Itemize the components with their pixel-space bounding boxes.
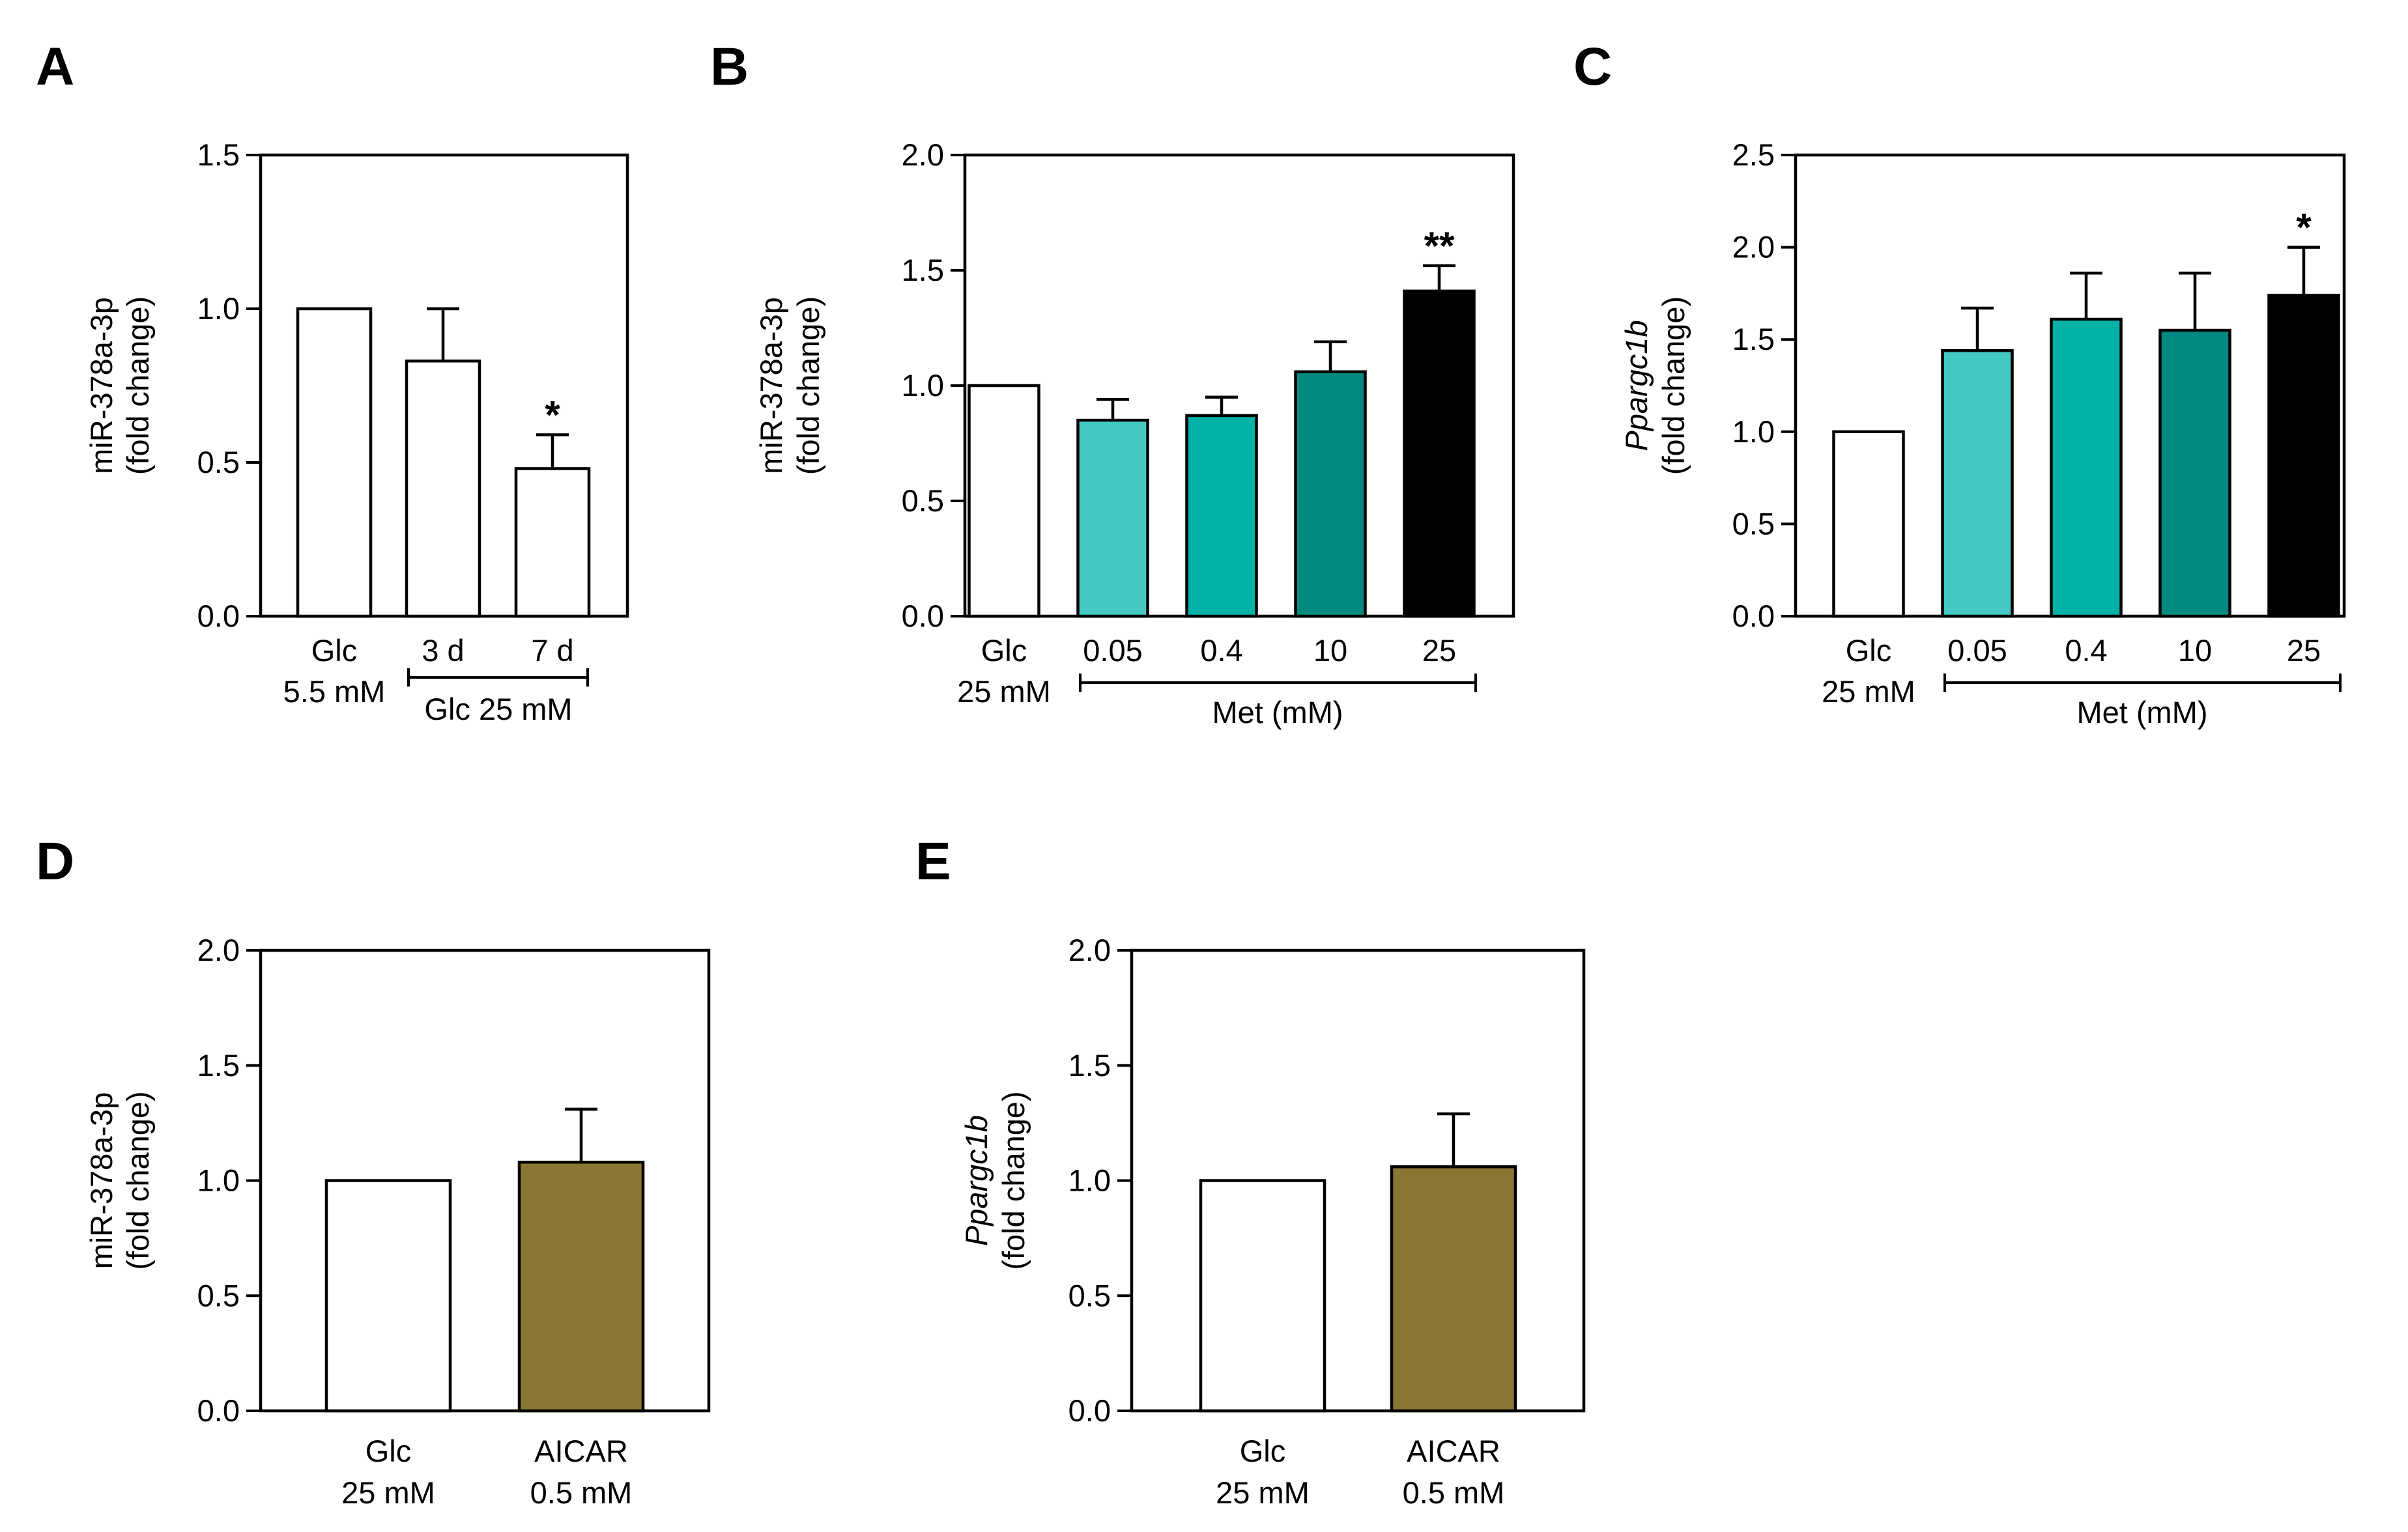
y-tick-label: 0.0 xyxy=(902,599,944,633)
y-axis-label: Ppargc1b xyxy=(1619,320,1654,451)
chart-panel-d: D 0.0 0.5 1.0 1.5 2.0 miR-378a-3p (fold change)… xyxy=(36,832,711,1510)
bar xyxy=(2050,317,2123,618)
x-tick-label: 0.05 xyxy=(1083,633,1142,668)
panel-letter: C xyxy=(1573,37,1612,96)
y-tick-label: 2.0 xyxy=(902,137,944,172)
y-tick-label: 1.5 xyxy=(197,1048,240,1083)
x-tick-label: Glc xyxy=(1846,633,1892,668)
panel-letter: A xyxy=(36,37,74,96)
x-tick-sublabel: 0.5 mM xyxy=(1403,1475,1505,1510)
y-tick-label: 1.5 xyxy=(197,137,240,172)
group-label: Glc 25 mM xyxy=(424,692,572,726)
x-tick-sublabel: 25 mM xyxy=(1216,1475,1310,1510)
panel-letter: D xyxy=(36,832,74,891)
y-axis-label-unit: (fold change) xyxy=(121,1091,155,1270)
x-tick-label: 10 xyxy=(2178,633,2212,668)
bar xyxy=(968,384,1040,618)
y-axis-label-unit: (fold change) xyxy=(996,1091,1031,1270)
panel-letter: E xyxy=(915,832,951,891)
y-tick-label: 0.5 xyxy=(1732,506,1775,541)
y-tick-label: 2.5 xyxy=(1732,137,1775,172)
x-tick-label: 0.4 xyxy=(2065,633,2107,668)
chart-panel-a: A 0.0 0.5 1.0 1.5 miR-378a-3p (fold change) Glc… xyxy=(36,37,629,726)
y-tick-label: 0.5 xyxy=(197,445,240,479)
y-tick-label: 1.0 xyxy=(197,1163,240,1198)
x-tick-sublabel: 0.5 mM xyxy=(530,1475,633,1510)
significance-marker: * xyxy=(545,393,560,437)
y-axis-label-unit: (fold change) xyxy=(121,296,155,475)
significance-marker: ** xyxy=(1424,224,1455,268)
bar xyxy=(1390,1165,1517,1413)
x-tick-label: 3 d xyxy=(422,633,464,668)
bar xyxy=(1199,1179,1326,1413)
group-label: Met (mM) xyxy=(2076,695,2207,730)
y-tick-label: 0.5 xyxy=(197,1278,240,1312)
y-tick-label: 1.5 xyxy=(902,253,944,287)
y-tick-label: 2.0 xyxy=(1732,230,1775,264)
bar xyxy=(1294,370,1367,618)
chart-panel-c: C 0.0 0.5 1.0 1.5 2.0 2.5 Ppargc1b (fold change)… xyxy=(1573,37,2346,730)
x-tick-sublabel: 5.5 mM xyxy=(283,674,386,709)
chart-panel-e: E 0.0 0.5 1.0 1.5 2.0 Ppargc1b (fold change) Glc… xyxy=(915,832,1586,1510)
bar xyxy=(1076,418,1149,618)
x-tick-label: 10 xyxy=(1313,633,1347,668)
y-tick-label: 1.5 xyxy=(1732,322,1775,356)
y-tick-label: 0.0 xyxy=(1732,599,1775,633)
y-tick-label: 0.5 xyxy=(902,483,944,518)
bar xyxy=(296,307,373,618)
bar xyxy=(405,359,481,618)
y-axis-label: miR-378a-3p xyxy=(84,1092,119,1270)
bar xyxy=(324,1179,452,1413)
x-tick-label: 0.4 xyxy=(1200,633,1242,668)
group-label: Met (mM) xyxy=(1212,695,1343,730)
x-tick-label: Glc xyxy=(311,633,358,668)
y-tick-label: 0.5 xyxy=(1068,1278,1111,1312)
bar xyxy=(514,467,591,618)
x-tick-label: 7 d xyxy=(531,633,573,668)
x-tick-label: 25 xyxy=(1422,633,1456,668)
significance-marker: * xyxy=(2296,206,2312,249)
y-axis-label-unit: (fold change) xyxy=(1656,296,1691,475)
y-axis-label: Ppargc1b xyxy=(959,1115,994,1246)
bar xyxy=(517,1160,645,1413)
bar xyxy=(2267,293,2340,618)
x-tick-label: Glc xyxy=(1240,1434,1286,1468)
x-tick-label: 0.05 xyxy=(1947,633,2007,668)
y-tick-label: 0.0 xyxy=(1068,1393,1111,1428)
y-tick-label: 2.0 xyxy=(197,933,240,967)
x-tick-label: Glc xyxy=(366,1434,412,1468)
x-tick-sublabel: 25 mM xyxy=(1822,674,1915,709)
y-tick-label: 1.0 xyxy=(902,368,944,403)
chart-panel-b: B 0.0 0.5 1.0 1.5 2.0 miR-378a-3p (fold change)… xyxy=(710,37,1515,730)
y-axis-label: miR-378a-3p xyxy=(754,297,788,474)
x-tick-label: Glc xyxy=(981,633,1027,668)
y-axis-label: miR-378a-3p xyxy=(84,297,119,474)
x-tick-label: AICAR xyxy=(534,1434,628,1468)
x-tick-sublabel: 25 mM xyxy=(341,1475,435,1510)
y-tick-label: 1.5 xyxy=(1068,1048,1111,1083)
y-tick-label: 1.0 xyxy=(1732,414,1775,449)
bar xyxy=(2158,328,2231,618)
x-tick-label: AICAR xyxy=(1407,1434,1500,1468)
bar xyxy=(1832,430,1905,618)
bar xyxy=(1941,348,2014,618)
y-tick-label: 1.0 xyxy=(197,291,240,326)
bar xyxy=(1403,289,1476,618)
y-tick-label: 2.0 xyxy=(1068,933,1111,967)
y-tick-label: 0.0 xyxy=(197,1393,240,1428)
y-tick-label: 1.0 xyxy=(1068,1163,1111,1198)
y-tick-label: 0.0 xyxy=(197,599,240,633)
bar xyxy=(1185,414,1258,618)
panel-letter: B xyxy=(710,37,749,96)
x-tick-label: 25 xyxy=(2287,633,2321,668)
x-tick-sublabel: 25 mM xyxy=(957,674,1051,709)
y-axis-label-unit: (fold change) xyxy=(791,296,825,475)
